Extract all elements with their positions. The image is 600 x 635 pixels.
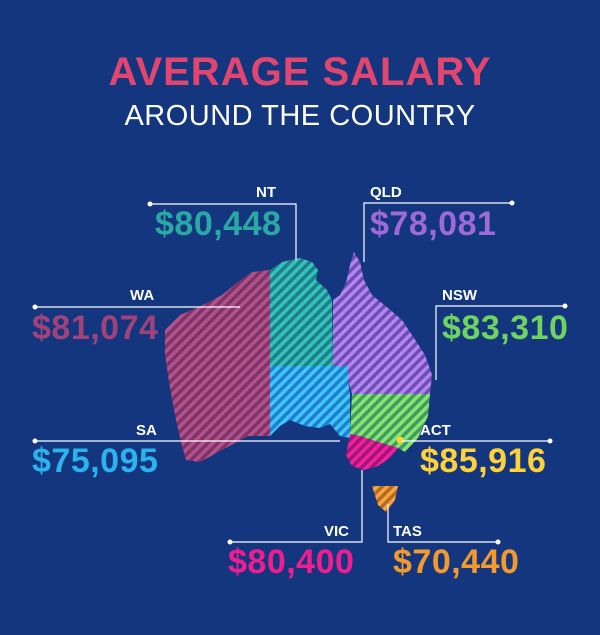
qld-region [333, 252, 432, 394]
nsw-label: NSW [442, 287, 477, 304]
tas-salary: $70,440 [393, 543, 520, 581]
page-subtitle: AROUND THE COUNTRY [124, 100, 476, 132]
tas-region [372, 486, 398, 512]
sa-salary: $75,095 [32, 442, 159, 480]
vic-salary: $80,400 [228, 543, 355, 581]
nt-salary: $80,448 [155, 205, 282, 243]
nt-region [270, 258, 333, 366]
vic-leader-dot [227, 539, 233, 545]
act-label: ACT [420, 422, 451, 439]
wa-region [165, 270, 270, 462]
act-salary: $85,916 [420, 442, 547, 480]
vic-label: VIC [324, 523, 350, 540]
act-leader-dot [547, 438, 553, 444]
nsw-region [350, 394, 430, 452]
sa-label: SA [136, 422, 157, 439]
tas-leader-dot [495, 539, 501, 545]
qld-label: QLD [370, 184, 402, 201]
nsw-leader-line [435, 305, 565, 380]
nt-leader-dot [147, 201, 153, 207]
nsw-salary: $83,310 [442, 309, 569, 347]
wa-salary: $81,074 [32, 309, 159, 347]
tas-leader-line [387, 504, 498, 543]
qld-salary: $78,081 [370, 205, 497, 243]
wa-label: WA [130, 287, 155, 304]
nt-leader-line [150, 203, 297, 260]
act-marker [396, 436, 404, 444]
nsw-leader-dot [562, 303, 568, 309]
nt-label: NT [256, 184, 276, 201]
qld-leader-line [363, 202, 512, 262]
page-title: AVERAGE SALARY [108, 50, 492, 94]
wa-leader-dot [32, 304, 38, 310]
vic-leader-line [230, 470, 363, 543]
qld-leader-dot [509, 200, 515, 206]
tas-label: TAS [393, 523, 422, 540]
sa-region [270, 366, 350, 438]
vic-region [346, 434, 398, 470]
sa-leader-dot [32, 438, 38, 444]
